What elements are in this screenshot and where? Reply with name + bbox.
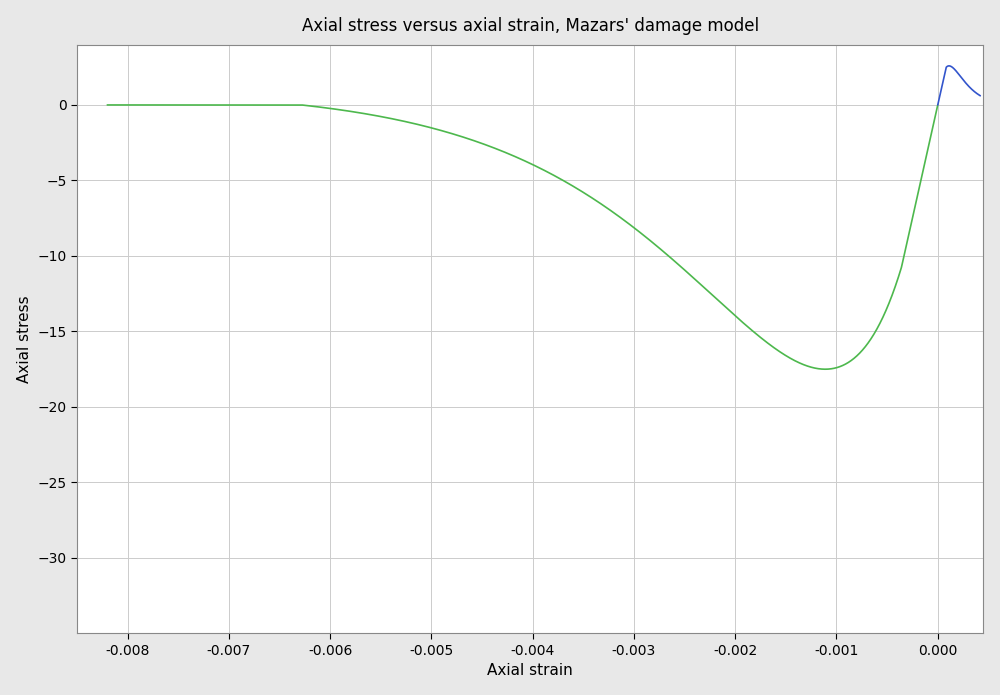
Title: Axial stress versus axial strain, Mazars' damage model: Axial stress versus axial strain, Mazars… — [302, 17, 759, 35]
Y-axis label: Axial stress: Axial stress — [17, 295, 32, 383]
X-axis label: Axial strain: Axial strain — [487, 663, 573, 678]
